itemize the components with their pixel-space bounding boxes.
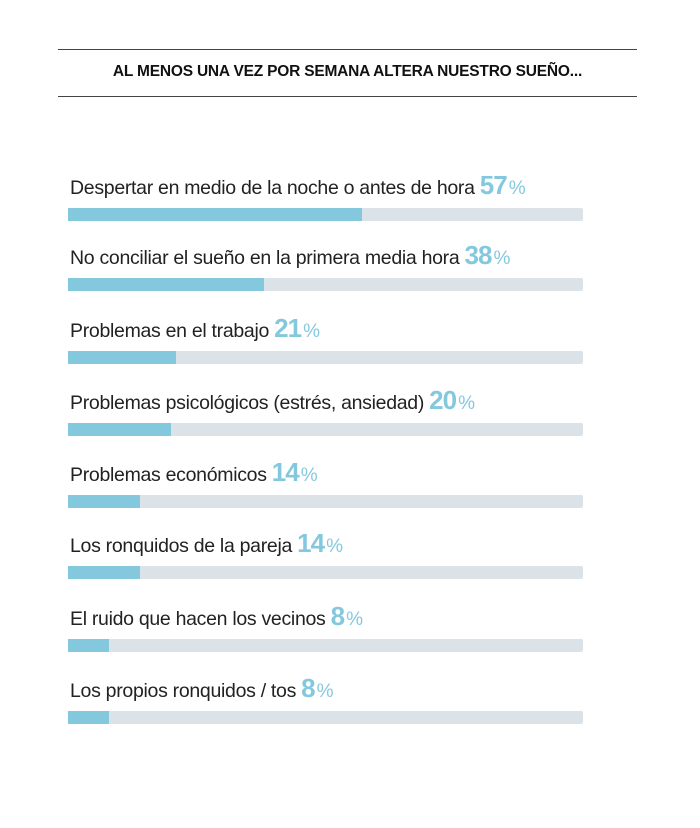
bar-row: Los ronquidos de la pareja 14% [68, 528, 588, 588]
bar-fill [68, 711, 110, 724]
bar-fill [68, 639, 110, 652]
bar-fill [68, 423, 171, 436]
bar-row: Problemas psicológicos (estrés, ansiedad… [68, 385, 588, 445]
bar-fill [68, 208, 362, 221]
top-rule [58, 49, 637, 50]
bar-row: El ruido que hacen los vecinos 8% [68, 601, 588, 661]
data-label: 20% [429, 385, 475, 415]
chart-title: AL MENOS UNA VEZ POR SEMANA ALTERA NUEST… [112, 63, 583, 80]
data-label: 21% [274, 313, 320, 343]
percent-sign: % [300, 465, 318, 486]
percent-sign: % [303, 321, 320, 342]
value-number: 38 [464, 240, 493, 270]
category-text: Problemas económicos [70, 464, 272, 486]
data-label: 57% [479, 170, 526, 200]
percent-sign: % [493, 248, 510, 269]
bar-row: Problemas en el trabajo 21% [68, 313, 588, 373]
bar-label: Los ronquidos de la pareja 14% [70, 528, 343, 559]
percent-sign: % [508, 178, 526, 199]
bar-fill [68, 495, 141, 508]
value-number: 8 [301, 673, 316, 703]
bar-fill [68, 278, 264, 291]
bar-label: Problemas económicos 14% [70, 457, 318, 488]
percent-sign: % [326, 536, 343, 557]
data-label: 8% [301, 673, 334, 703]
category-text: Los propios ronquidos / tos [70, 680, 302, 702]
bar-track [68, 423, 583, 436]
value-number: 8 [330, 601, 346, 631]
bar-track [68, 639, 583, 652]
bar-track [68, 208, 583, 221]
category-text: Los ronquidos de la pareja [70, 535, 298, 557]
bar-label: Los propios ronquidos / tos 8% [70, 673, 334, 704]
category-text: Problemas en el trabajo [70, 320, 275, 342]
value-number: 20 [429, 385, 457, 415]
bar-label: Problemas psicológicos (estrés, ansiedad… [70, 385, 475, 416]
data-label: 8% [330, 601, 363, 631]
category-text: El ruido que hacen los vecinos [70, 608, 331, 630]
bar-track [68, 351, 583, 364]
bar-row: Los propios ronquidos / tos 8% [68, 673, 588, 733]
bar-row: No conciliar el sueño en la primera medi… [68, 240, 588, 300]
percent-sign: % [458, 393, 475, 414]
bar-label: El ruido que hacen los vecinos 8% [70, 601, 363, 632]
bar-row: Problemas económicos 14% [68, 457, 588, 517]
data-label: 38% [464, 240, 511, 270]
bar-fill [68, 351, 177, 364]
bar-fill [68, 566, 141, 579]
category-text: No conciliar el sueño en la primera medi… [70, 247, 465, 269]
percent-sign: % [346, 609, 363, 630]
value-number: 14 [271, 457, 300, 487]
bar-track [68, 711, 583, 724]
value-number: 57 [479, 170, 508, 200]
percent-sign: % [316, 681, 334, 702]
data-label: 14% [297, 528, 343, 558]
bar-track [68, 566, 583, 579]
bar-label: Problemas en el trabajo 21% [70, 313, 320, 344]
bar-row: Despertar en medio de la noche o antes d… [68, 170, 588, 230]
bar-label: Despertar en medio de la noche o antes d… [70, 170, 526, 201]
bar-track [68, 278, 583, 291]
bar-label: No conciliar el sueño en la primera medi… [70, 240, 511, 271]
bar-track [68, 495, 583, 508]
category-text: Problemas psicológicos (estrés, ansiedad… [70, 392, 430, 414]
category-text: Despertar en medio de la noche o antes d… [70, 177, 480, 199]
value-number: 14 [297, 528, 325, 558]
value-number: 21 [274, 313, 302, 343]
data-label: 14% [271, 457, 318, 487]
bottom-rule [58, 96, 637, 97]
